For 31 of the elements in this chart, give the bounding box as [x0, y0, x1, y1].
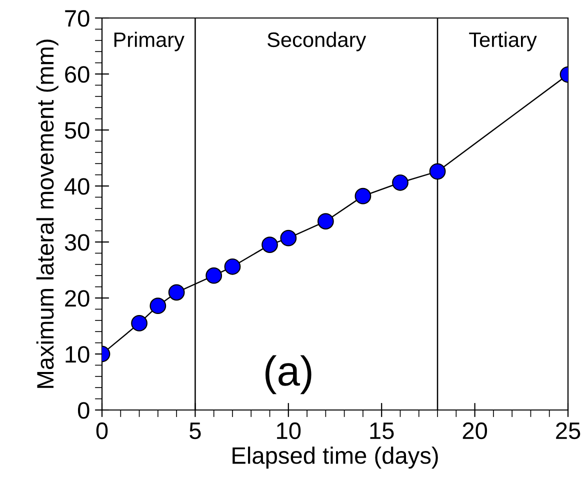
y-axis-title: Maximum lateral movement (mm) [36, 40, 58, 388]
x-tick-label: 25 [556, 422, 580, 440]
x-tick-label: 0 [96, 422, 108, 440]
point [392, 174, 408, 191]
y-tick-label: 40 [64, 178, 90, 195]
y-tick-label: 50 [64, 122, 90, 139]
y-tick-label: 0 [78, 402, 90, 419]
y-tick-label: 30 [64, 234, 90, 251]
x-tick-label: 10 [277, 422, 301, 440]
annotation: (a) [266, 355, 312, 394]
point [131, 315, 148, 332]
point [224, 258, 241, 275]
point [206, 267, 222, 284]
point [262, 236, 278, 253]
point [354, 188, 372, 204]
x-tick-label: 15 [370, 422, 394, 440]
point [280, 230, 297, 246]
point [429, 163, 446, 180]
annotation: Primary [114, 32, 184, 52]
point [150, 298, 166, 314]
y-tick-label: 20 [65, 290, 90, 307]
x-tick-label: 5 [190, 422, 201, 440]
annotation: Secondary [268, 32, 366, 52]
y-tick-label: 10 [66, 346, 90, 363]
x-tick-label: 20 [462, 422, 488, 440]
y-tick-label: 70 [65, 10, 90, 27]
y-tick-label: 60 [65, 66, 90, 83]
x-axis-title: Elapsed time (days) [232, 446, 438, 469]
annotation: Tertiary [469, 32, 537, 52]
point [168, 284, 185, 301]
point [317, 213, 334, 230]
